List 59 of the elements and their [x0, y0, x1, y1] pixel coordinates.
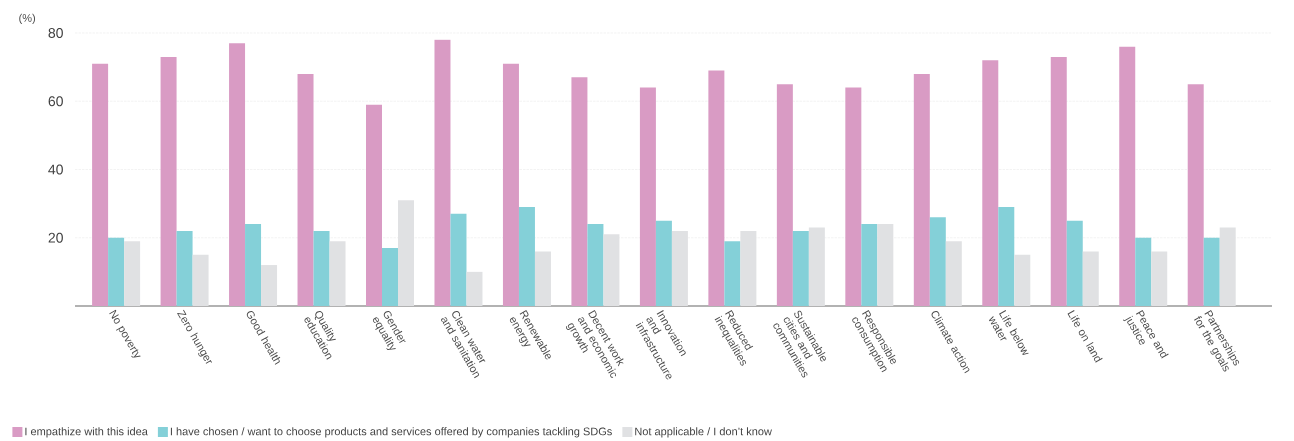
bar [1066, 220, 1083, 306]
bar [929, 217, 946, 306]
bar [398, 200, 414, 306]
bar [329, 241, 346, 306]
bar [313, 230, 330, 306]
legend-label: I have chosen / want to choose products and services offered by companies tackling SDGs [170, 427, 612, 438]
bar [229, 43, 246, 306]
bar [998, 207, 1015, 306]
bar [639, 87, 656, 306]
bar [1082, 251, 1099, 306]
bar [518, 207, 535, 306]
bar [192, 254, 209, 306]
bar [176, 230, 193, 306]
bar [1014, 254, 1031, 306]
y-tick-label: 40 [48, 164, 63, 175]
bar [587, 224, 604, 306]
bar [808, 227, 825, 306]
bar [297, 73, 314, 306]
bar [382, 247, 398, 306]
bar [502, 63, 519, 306]
bar [740, 230, 757, 306]
bar [108, 237, 125, 306]
bar [655, 220, 672, 306]
bar [1219, 227, 1236, 306]
y-tick-label: 60 [48, 96, 63, 107]
bar [160, 56, 177, 306]
bar [877, 224, 894, 306]
bar [571, 77, 588, 306]
bar [124, 241, 141, 306]
bar [913, 73, 930, 306]
bar [861, 224, 878, 306]
bar [982, 60, 999, 306]
bar [1119, 46, 1136, 306]
bar [450, 213, 467, 306]
bar [261, 265, 278, 306]
bar [1135, 237, 1152, 306]
bar [708, 70, 725, 306]
bar [603, 234, 620, 306]
y-axis-title: (%) [19, 13, 36, 24]
bar [434, 39, 451, 306]
bar [724, 241, 741, 306]
bar [945, 241, 962, 306]
bar [1203, 237, 1220, 306]
legend-label: I empathize with this idea [25, 427, 148, 438]
y-tick-label: 20 [48, 232, 63, 243]
bar [1187, 84, 1204, 306]
bar [92, 63, 109, 306]
bar [245, 224, 262, 306]
y-tick-label: 80 [48, 28, 63, 38]
bar [671, 230, 688, 306]
bar [1050, 56, 1067, 306]
bar [792, 230, 809, 306]
bar [776, 84, 793, 306]
bar [845, 87, 862, 306]
bar [466, 271, 483, 306]
bar [534, 251, 551, 306]
legend-label: Not applicable / I don’t know [635, 427, 772, 438]
bar [1151, 251, 1168, 306]
bar [366, 104, 382, 306]
